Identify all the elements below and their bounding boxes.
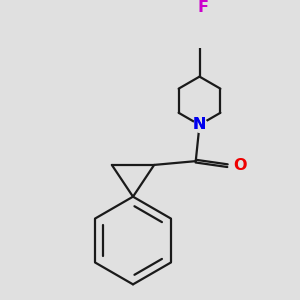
Text: N: N xyxy=(193,117,206,132)
Text: O: O xyxy=(233,158,246,173)
Text: F: F xyxy=(197,0,208,15)
Text: N: N xyxy=(193,117,206,132)
